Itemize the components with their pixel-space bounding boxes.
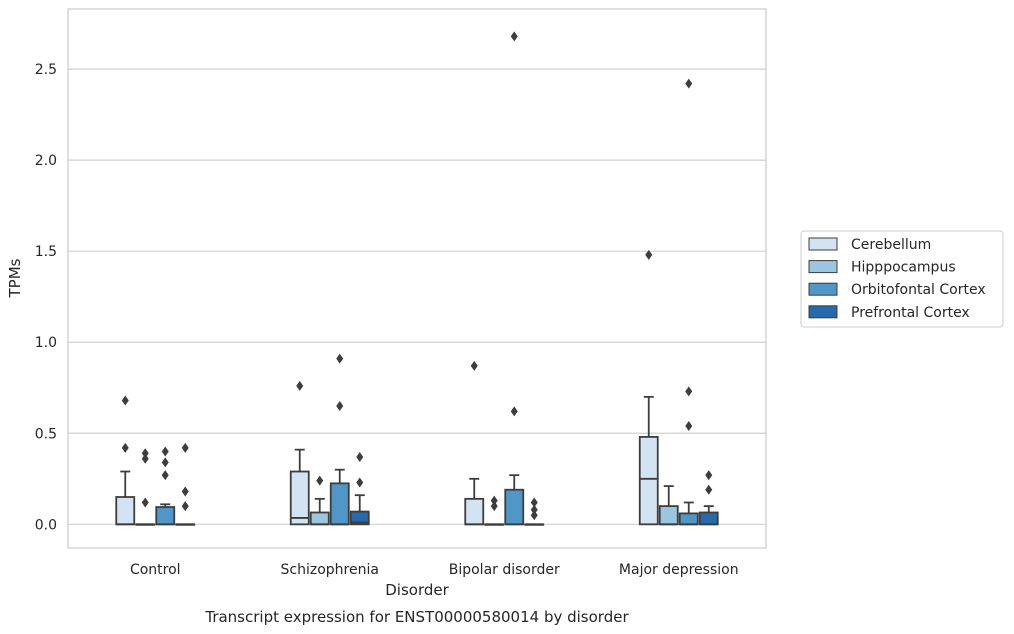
outlier-point [121, 442, 129, 453]
box-group [329, 353, 350, 526]
y-tick-label: 2.5 [35, 62, 57, 78]
box-group [349, 451, 370, 526]
box [329, 482, 350, 526]
outlier-point [705, 484, 713, 495]
box-group [638, 249, 659, 526]
legend-frame [800, 230, 1004, 328]
x-axis-label: Disorder [385, 581, 449, 599]
legend-label: Prefrontal Cortex [851, 305, 970, 321]
outlier-point [121, 395, 129, 406]
box [309, 511, 330, 526]
y-axis-label: TPMs [6, 258, 24, 298]
legend: Cerebellum Hipppocampus Orbitofontal Corte… [800, 230, 1004, 328]
outlier-point [181, 442, 189, 453]
outlier-point [530, 510, 538, 521]
boxes-layer [115, 31, 719, 526]
box-group [464, 360, 485, 526]
outlier-point [141, 453, 149, 464]
box-group [524, 497, 545, 526]
box [698, 511, 719, 526]
legend-label: Orbitofontal Cortex [851, 282, 986, 298]
y-tick-label: 0.5 [35, 426, 57, 442]
outlier-point [161, 446, 169, 457]
box-group [658, 485, 679, 526]
box-group [155, 446, 176, 526]
outlier-point [530, 504, 538, 515]
box-group [504, 31, 525, 526]
box-group [698, 470, 719, 526]
outlier-point [705, 470, 713, 481]
outlier-point [530, 497, 538, 508]
outlier-point [510, 406, 518, 417]
box [638, 436, 659, 526]
box [115, 496, 136, 526]
y-tick-label: 1.5 [35, 244, 57, 260]
box-group [484, 495, 505, 526]
y-tick-label: 1.0 [35, 335, 57, 351]
outlier-point [685, 420, 693, 431]
box [289, 470, 310, 526]
outlier-point [510, 31, 518, 42]
outlier-point [316, 475, 324, 486]
outlier-point [161, 470, 169, 481]
box [349, 510, 370, 526]
legend-swatch [808, 260, 838, 274]
outlier-point [685, 78, 693, 89]
outlier-point [356, 477, 364, 488]
y-tick-labels: 0.0 0.5 1.0 1.5 2.0 2.5 [35, 62, 57, 533]
grid-lines [68, 68, 766, 525]
legend-label: Cerebellum [851, 237, 931, 253]
legend-swatch [808, 282, 838, 296]
outlier-point [181, 486, 189, 497]
outlier-point [141, 497, 149, 508]
outlier-point [645, 249, 653, 260]
outlier-point [356, 451, 364, 462]
box-group [289, 380, 310, 526]
outlier-point [296, 380, 304, 391]
y-tick-label: 2.0 [35, 153, 57, 169]
box-group [678, 78, 699, 526]
box [155, 506, 176, 526]
box [464, 497, 485, 526]
legend-swatch [808, 305, 838, 319]
box [658, 505, 679, 526]
box-group [175, 442, 196, 526]
box-group [309, 475, 330, 526]
chart-caption: Transcript expression for ENST0000058001… [204, 608, 629, 626]
y-tick-label: 0.0 [35, 517, 57, 533]
outlier-point [141, 448, 149, 459]
legend-label: Hipppocampus [851, 260, 956, 276]
x-tick-labels: Control Schizophrenia Bipolar disorder Majo… [130, 562, 739, 578]
x-tick-label: Major depression [619, 562, 739, 578]
box [504, 488, 525, 526]
x-tick-label: Schizophrenia [281, 562, 379, 578]
outlier-point [181, 501, 189, 512]
legend-swatch [808, 237, 838, 251]
outlier-point [470, 360, 478, 371]
box [678, 512, 699, 526]
outlier-point [336, 400, 344, 411]
outlier-point [161, 457, 169, 468]
outlier-point [685, 386, 693, 397]
x-tick-label: Control [130, 562, 181, 578]
box-group [135, 448, 156, 526]
outlier-point [336, 353, 344, 364]
outlier-point [490, 501, 498, 512]
x-tick-label: Bipolar disorder [449, 562, 560, 578]
box-group [115, 395, 136, 526]
outlier-point [490, 495, 498, 506]
plot-frame [67, 8, 767, 549]
